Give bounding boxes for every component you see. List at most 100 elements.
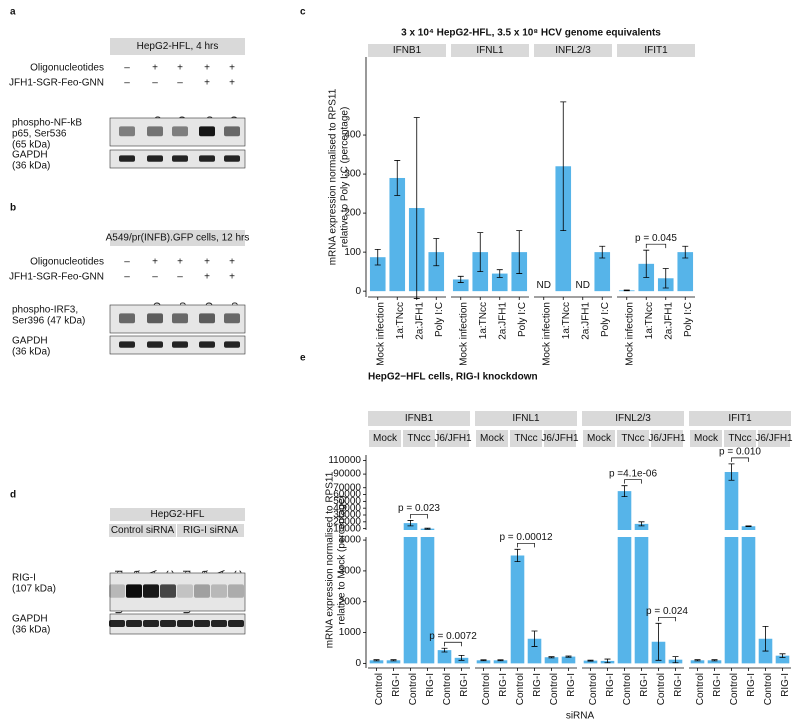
bar [452, 279, 469, 292]
value-label: ND [576, 280, 590, 291]
x-tick-label: Poly I:C [434, 302, 445, 337]
facet-strip [617, 44, 695, 57]
bar [775, 655, 790, 664]
error-bar [621, 485, 628, 497]
group-name: J6/JFH1 [755, 433, 793, 444]
error-bar [531, 630, 538, 647]
group-strip [758, 430, 790, 447]
blot-band [172, 126, 188, 137]
header-strip [110, 38, 245, 55]
x-tick-label: Control [656, 673, 667, 705]
facet-name: IFIT1 [728, 413, 752, 424]
error-bar [643, 249, 650, 278]
group-name: TNcc [407, 433, 430, 444]
x-tick-label: RIG-I [780, 673, 791, 697]
x-tick-label: RIG-I [673, 673, 684, 697]
error-bar [728, 463, 735, 481]
group-strip [544, 430, 576, 447]
blot-band [126, 584, 142, 598]
facet-strip [534, 44, 612, 57]
facet-strip [582, 411, 684, 426]
band-label: GAPDH [12, 614, 48, 625]
x-tick-label: RIG-I [425, 673, 436, 697]
bar [741, 526, 756, 664]
bar [544, 657, 559, 664]
blot-band [177, 584, 193, 598]
y-tick-label: 2000 [339, 596, 362, 607]
chart-title: HepG2−HFL cells, RIG-I knockdown [368, 372, 538, 383]
sign: – [177, 272, 183, 283]
blot-band [119, 126, 135, 137]
bar [724, 472, 739, 664]
bar [369, 660, 384, 664]
blot-band [126, 620, 142, 627]
error-bar [496, 269, 503, 278]
row-label: Oligonucleotides [30, 63, 104, 74]
error-bar [516, 230, 523, 274]
error-bar [548, 656, 555, 659]
p-value: p = 0.010 [719, 447, 761, 458]
blot-band [228, 584, 244, 598]
x-tick-label: Poly I:C [600, 302, 611, 337]
error-bar [662, 268, 669, 289]
error-bar [599, 245, 606, 259]
blot-band [199, 126, 215, 137]
p-bracket [517, 542, 535, 548]
y-tick-label: 200 [344, 208, 361, 219]
sign: – [124, 63, 130, 74]
y-tick-label: 1000 [339, 627, 362, 638]
header-strip [110, 230, 245, 246]
p-value: p =4.1e-06 [609, 468, 658, 479]
x-tick-label: 1a:TNcc [478, 302, 489, 339]
x-tick-label: RIG-I [605, 673, 616, 697]
bar [677, 252, 694, 292]
error-bar [694, 659, 701, 662]
bar [690, 660, 705, 664]
p-bracket [444, 641, 462, 647]
x-tick-label: 1a:TNcc [395, 302, 406, 339]
error-bar [433, 238, 440, 267]
band-label: GAPDH [12, 150, 48, 161]
y-tick-label: 3000 [339, 566, 362, 577]
subgroup-name: RIG-I siRNA [183, 525, 238, 536]
error-bar [374, 248, 381, 266]
x-axis-title: siRNA [566, 711, 595, 722]
error-bar [514, 548, 521, 563]
group-strip [510, 430, 542, 447]
bar [369, 257, 386, 292]
x-tick-label: Control [549, 673, 560, 705]
p-bracket [645, 243, 667, 249]
panel-label: a [10, 7, 16, 18]
facet-name: IFNB1 [405, 413, 434, 424]
error-bar [394, 160, 401, 196]
band-label: Ser396 (47 kDa) [12, 316, 85, 327]
p-bracket [658, 616, 676, 622]
p-value: p = 0.024 [646, 606, 688, 617]
header: A549/pr(INFB).GFP cells, 12 hrs [106, 233, 250, 244]
y-axis-title: relative to Mock (percentage) [337, 495, 348, 625]
sign: + [204, 257, 210, 268]
blot-band [211, 584, 227, 598]
group-strip [583, 430, 615, 447]
group-strip [476, 430, 508, 447]
group-name: Mock [587, 433, 612, 444]
bar [476, 660, 491, 664]
sign: + [152, 257, 158, 268]
sign: + [204, 63, 210, 74]
facet-strip [368, 44, 446, 57]
error-bar [424, 527, 431, 530]
x-tick-label: RIG-I [498, 673, 509, 697]
group-name: J6/JFH1 [434, 433, 472, 444]
error-bar [373, 659, 380, 662]
x-tick-label: 2a:JFH1 [497, 302, 508, 340]
group-name: J6/JFH1 [648, 433, 686, 444]
error-bar [477, 232, 484, 273]
error-bar [682, 245, 689, 259]
x-tick-label: RIG-I [566, 673, 577, 697]
row-label: JFH1-SGR-Feo-GNN [9, 78, 104, 89]
blot-band [199, 313, 215, 324]
bar [617, 491, 632, 664]
group-name: Mock [694, 433, 719, 444]
group-name: J6/JFH1 [541, 433, 579, 444]
